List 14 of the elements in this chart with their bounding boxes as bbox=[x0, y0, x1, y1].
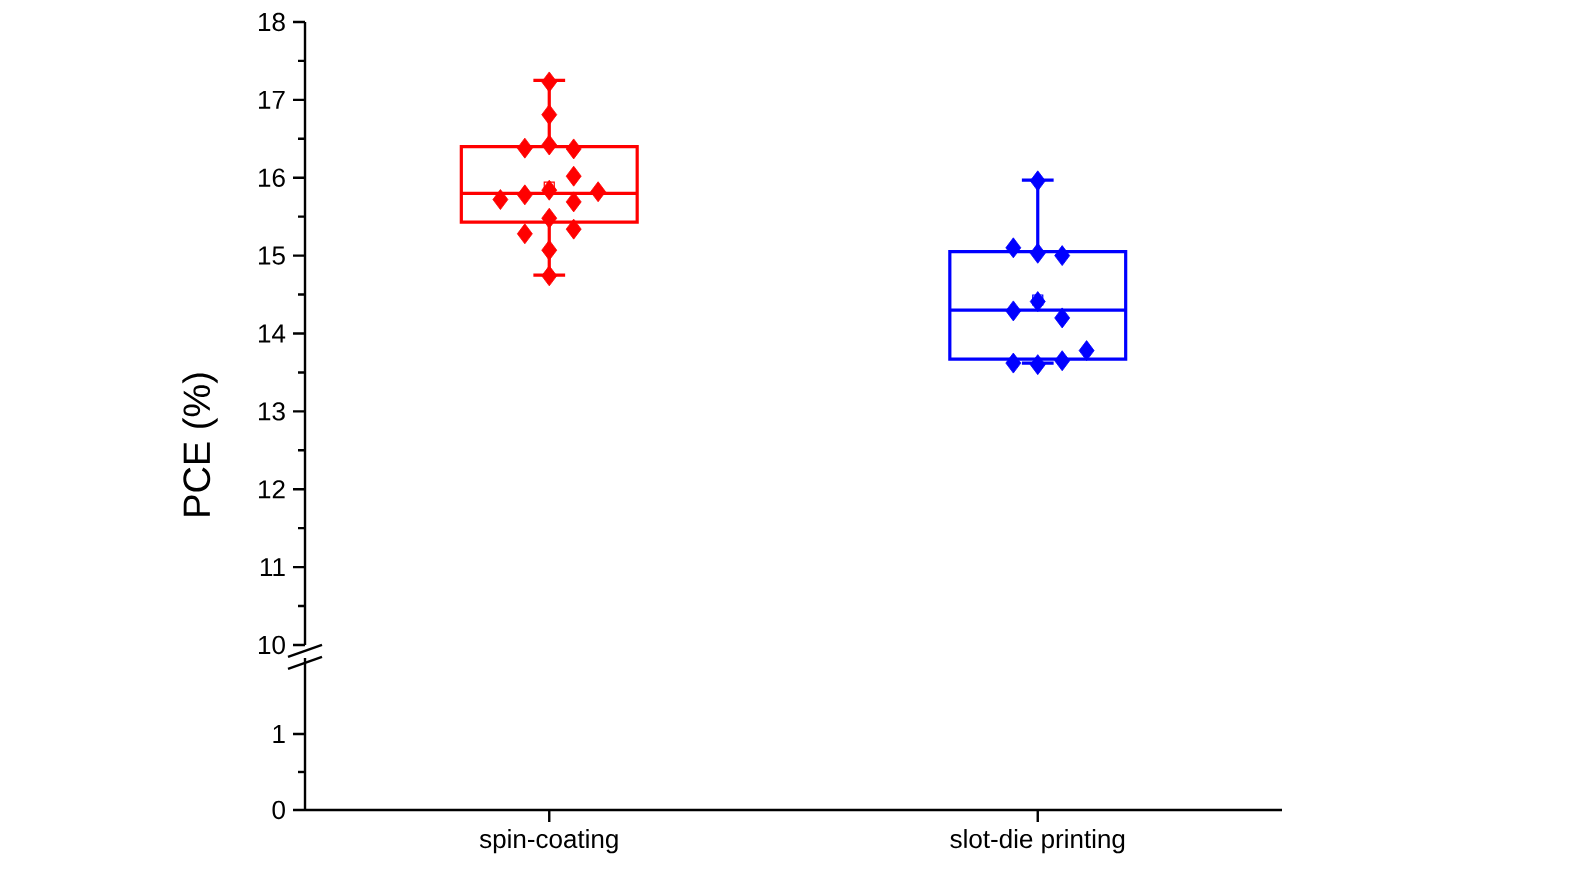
y-tick-label: 16 bbox=[258, 168, 285, 187]
x-tick-label: slot-die printing bbox=[950, 829, 1125, 854]
y-tick-label: 11 bbox=[260, 558, 285, 577]
y-tick-label: 0 bbox=[272, 800, 285, 820]
y-tick-label: 18 bbox=[258, 12, 285, 32]
y-tick-label: 17 bbox=[258, 90, 285, 109]
y-tick-label: 14 bbox=[258, 324, 286, 343]
y-tick-label: 13 bbox=[258, 402, 285, 421]
y-tick-label: 10 bbox=[258, 635, 285, 655]
y-tick-label: 1 bbox=[273, 725, 285, 743]
y-axis-title: PCE (%) bbox=[182, 373, 218, 516]
y-tick-label: 12 bbox=[258, 480, 285, 499]
y-tick-label: 15 bbox=[258, 246, 285, 265]
x-tick-label: spin-coating bbox=[479, 829, 618, 854]
